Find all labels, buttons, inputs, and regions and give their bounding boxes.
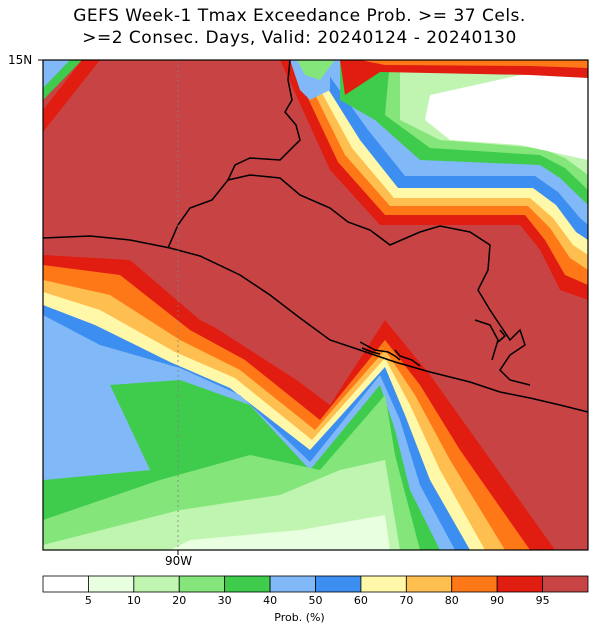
colorbar-swatch xyxy=(315,575,362,593)
colorbar-tick-label: 70 xyxy=(399,594,414,607)
prob-patch-lightblue-left xyxy=(43,318,150,480)
colorbar-tick-label: 90 xyxy=(490,594,505,607)
colorbar-tick-label: 40 xyxy=(263,594,278,607)
colorbar-swatch xyxy=(496,575,543,593)
colorbar-swatch xyxy=(224,575,271,593)
colorbar-tick-label: 50 xyxy=(308,594,323,607)
prob-area-low-top xyxy=(425,60,588,160)
lat-label: 15N xyxy=(8,53,33,67)
colorbar-swatch xyxy=(269,575,316,593)
colorbar-tick-label: 95 xyxy=(535,594,550,607)
colorbar-tick-label: 30 xyxy=(217,594,232,607)
colorbar-swatch xyxy=(42,575,89,593)
prob-corner-red xyxy=(43,60,100,132)
colorbar-swatch xyxy=(178,575,226,593)
colorbar-swatch xyxy=(133,575,180,593)
colorbar-tick-label: 80 xyxy=(444,594,459,607)
prob-corner-blue xyxy=(43,60,70,88)
colorbar-swatch xyxy=(451,575,498,593)
prob-patch-green xyxy=(297,60,335,80)
map-title-line2: >=2 Consec. Days, Valid: 20240124 - 2024… xyxy=(82,28,517,48)
map-frame xyxy=(42,59,589,551)
prob-band-palegreen-bottom xyxy=(170,515,390,550)
colorbar-tick-label: 10 xyxy=(126,594,141,607)
colorbar-tick-label: 20 xyxy=(172,594,187,607)
prob-band-orange-rim xyxy=(360,60,588,68)
colorbar-tick-label: 5 xyxy=(84,594,92,607)
coastline xyxy=(43,60,588,413)
colorbar xyxy=(42,575,589,593)
prob-band-red-rim xyxy=(340,60,588,95)
colorbar-swatch xyxy=(360,575,407,593)
colorbar-tick-label: 60 xyxy=(353,594,368,607)
lon-label: 90W xyxy=(165,554,193,568)
prob-area-95-dip xyxy=(43,60,588,550)
map-title-line1: GEFS Week-1 Tmax Exceedance Prob. >= 37 … xyxy=(73,6,526,26)
colorbar-title: Prob. (%) xyxy=(274,611,325,624)
colorbar-swatch xyxy=(405,575,453,593)
colorbar-swatch xyxy=(88,575,135,593)
prob-band-lightgreen-bottom xyxy=(43,460,400,550)
colorbar-swatch xyxy=(542,575,589,593)
